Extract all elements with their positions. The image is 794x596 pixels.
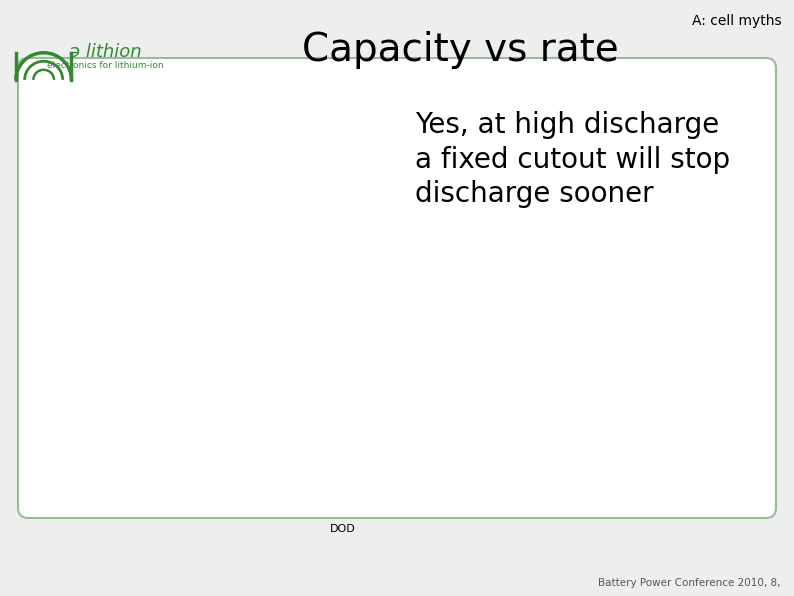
Text: Capacity vs rate: Capacity vs rate <box>302 31 619 69</box>
Text: Battery Power Conference 2010, 8,: Battery Power Conference 2010, 8, <box>598 578 780 588</box>
Text: DOD: DOD <box>0 595 1 596</box>
Text: DOD: DOD <box>330 524 356 534</box>
Text: 0.1 C: 0.1 C <box>244 241 271 251</box>
Text: Yes, at high discharge
a fixed cutout will stop
discharge sooner: Yes, at high discharge a fixed cutout wi… <box>415 111 730 208</box>
Text: 10 C: 10 C <box>91 293 115 303</box>
Text: ^ Cell voltage: ^ Cell voltage <box>88 155 167 165</box>
Text: A: cell myths: A: cell myths <box>692 14 782 28</box>
Text: electronics for lithium-ion: electronics for lithium-ion <box>47 61 164 70</box>
Text: 2 0 V cutoff: 2 0 V cutoff <box>210 337 262 346</box>
Text: ə lithion: ə lithion <box>69 43 141 61</box>
FancyBboxPatch shape <box>18 58 776 518</box>
